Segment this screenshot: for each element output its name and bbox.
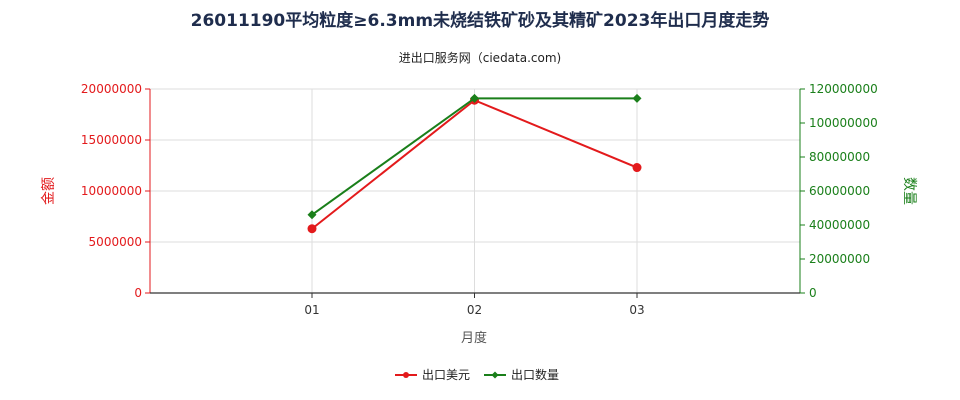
x-tick-label: 01 bbox=[304, 303, 319, 317]
grid bbox=[150, 88, 801, 293]
data-point-1-2[interactable] bbox=[632, 93, 642, 103]
legend-marker-amount bbox=[403, 372, 409, 378]
legend-item-quantity[interactable]: 出口数量 bbox=[484, 367, 559, 382]
right-tick-label: 100000000 bbox=[809, 116, 878, 130]
left-axis-label: 金额 bbox=[41, 177, 57, 205]
chart-title: 26011190平均粒度≥6.3mm未烧结铁矿砂及其精矿2023年出口月度走势 bbox=[191, 10, 770, 31]
x-axis-ticks: 01 02 03 bbox=[304, 293, 645, 317]
x-axis-label: 月度 bbox=[461, 330, 487, 346]
data-point-0-0[interactable] bbox=[307, 224, 317, 234]
left-tick-label: 15000000 bbox=[81, 133, 142, 147]
left-tick-label: 5000000 bbox=[89, 235, 142, 249]
legend-label-amount: 出口美元 bbox=[422, 368, 470, 382]
left-tick-label: 0 bbox=[134, 286, 142, 300]
left-tick-label: 20000000 bbox=[81, 82, 142, 96]
data-point-1-1[interactable] bbox=[470, 93, 479, 103]
left-axis-ticks: 0 5000000 10000000 15000000 20000000 bbox=[81, 82, 150, 300]
data-point-0-2[interactable] bbox=[632, 163, 642, 173]
right-tick-label: 60000000 bbox=[809, 184, 870, 198]
right-tick-label: 20000000 bbox=[809, 252, 870, 266]
series-layer bbox=[307, 93, 642, 234]
data-point-1-0[interactable] bbox=[307, 210, 317, 220]
legend-marker-quantity bbox=[491, 371, 499, 379]
left-tick-label: 10000000 bbox=[81, 184, 142, 198]
right-axis-label: 数量 bbox=[901, 177, 917, 205]
chart-subtitle: 进出口服务网（ciedata.com) bbox=[399, 50, 561, 65]
x-tick-label: 03 bbox=[629, 303, 644, 317]
right-tick-label: 80000000 bbox=[809, 150, 870, 164]
right-tick-label: 0 bbox=[809, 286, 817, 300]
right-axis-ticks: 0 20000000 40000000 60000000 80000000 1000000… bbox=[800, 82, 878, 300]
right-tick-label: 40000000 bbox=[809, 218, 870, 232]
legend-label-quantity: 出口数量 bbox=[511, 367, 559, 382]
x-tick-label: 02 bbox=[467, 303, 482, 317]
legend: 出口美元 出口数量 bbox=[395, 367, 559, 382]
right-tick-label: 120000000 bbox=[809, 82, 878, 96]
legend-item-amount[interactable]: 出口美元 bbox=[395, 368, 470, 382]
